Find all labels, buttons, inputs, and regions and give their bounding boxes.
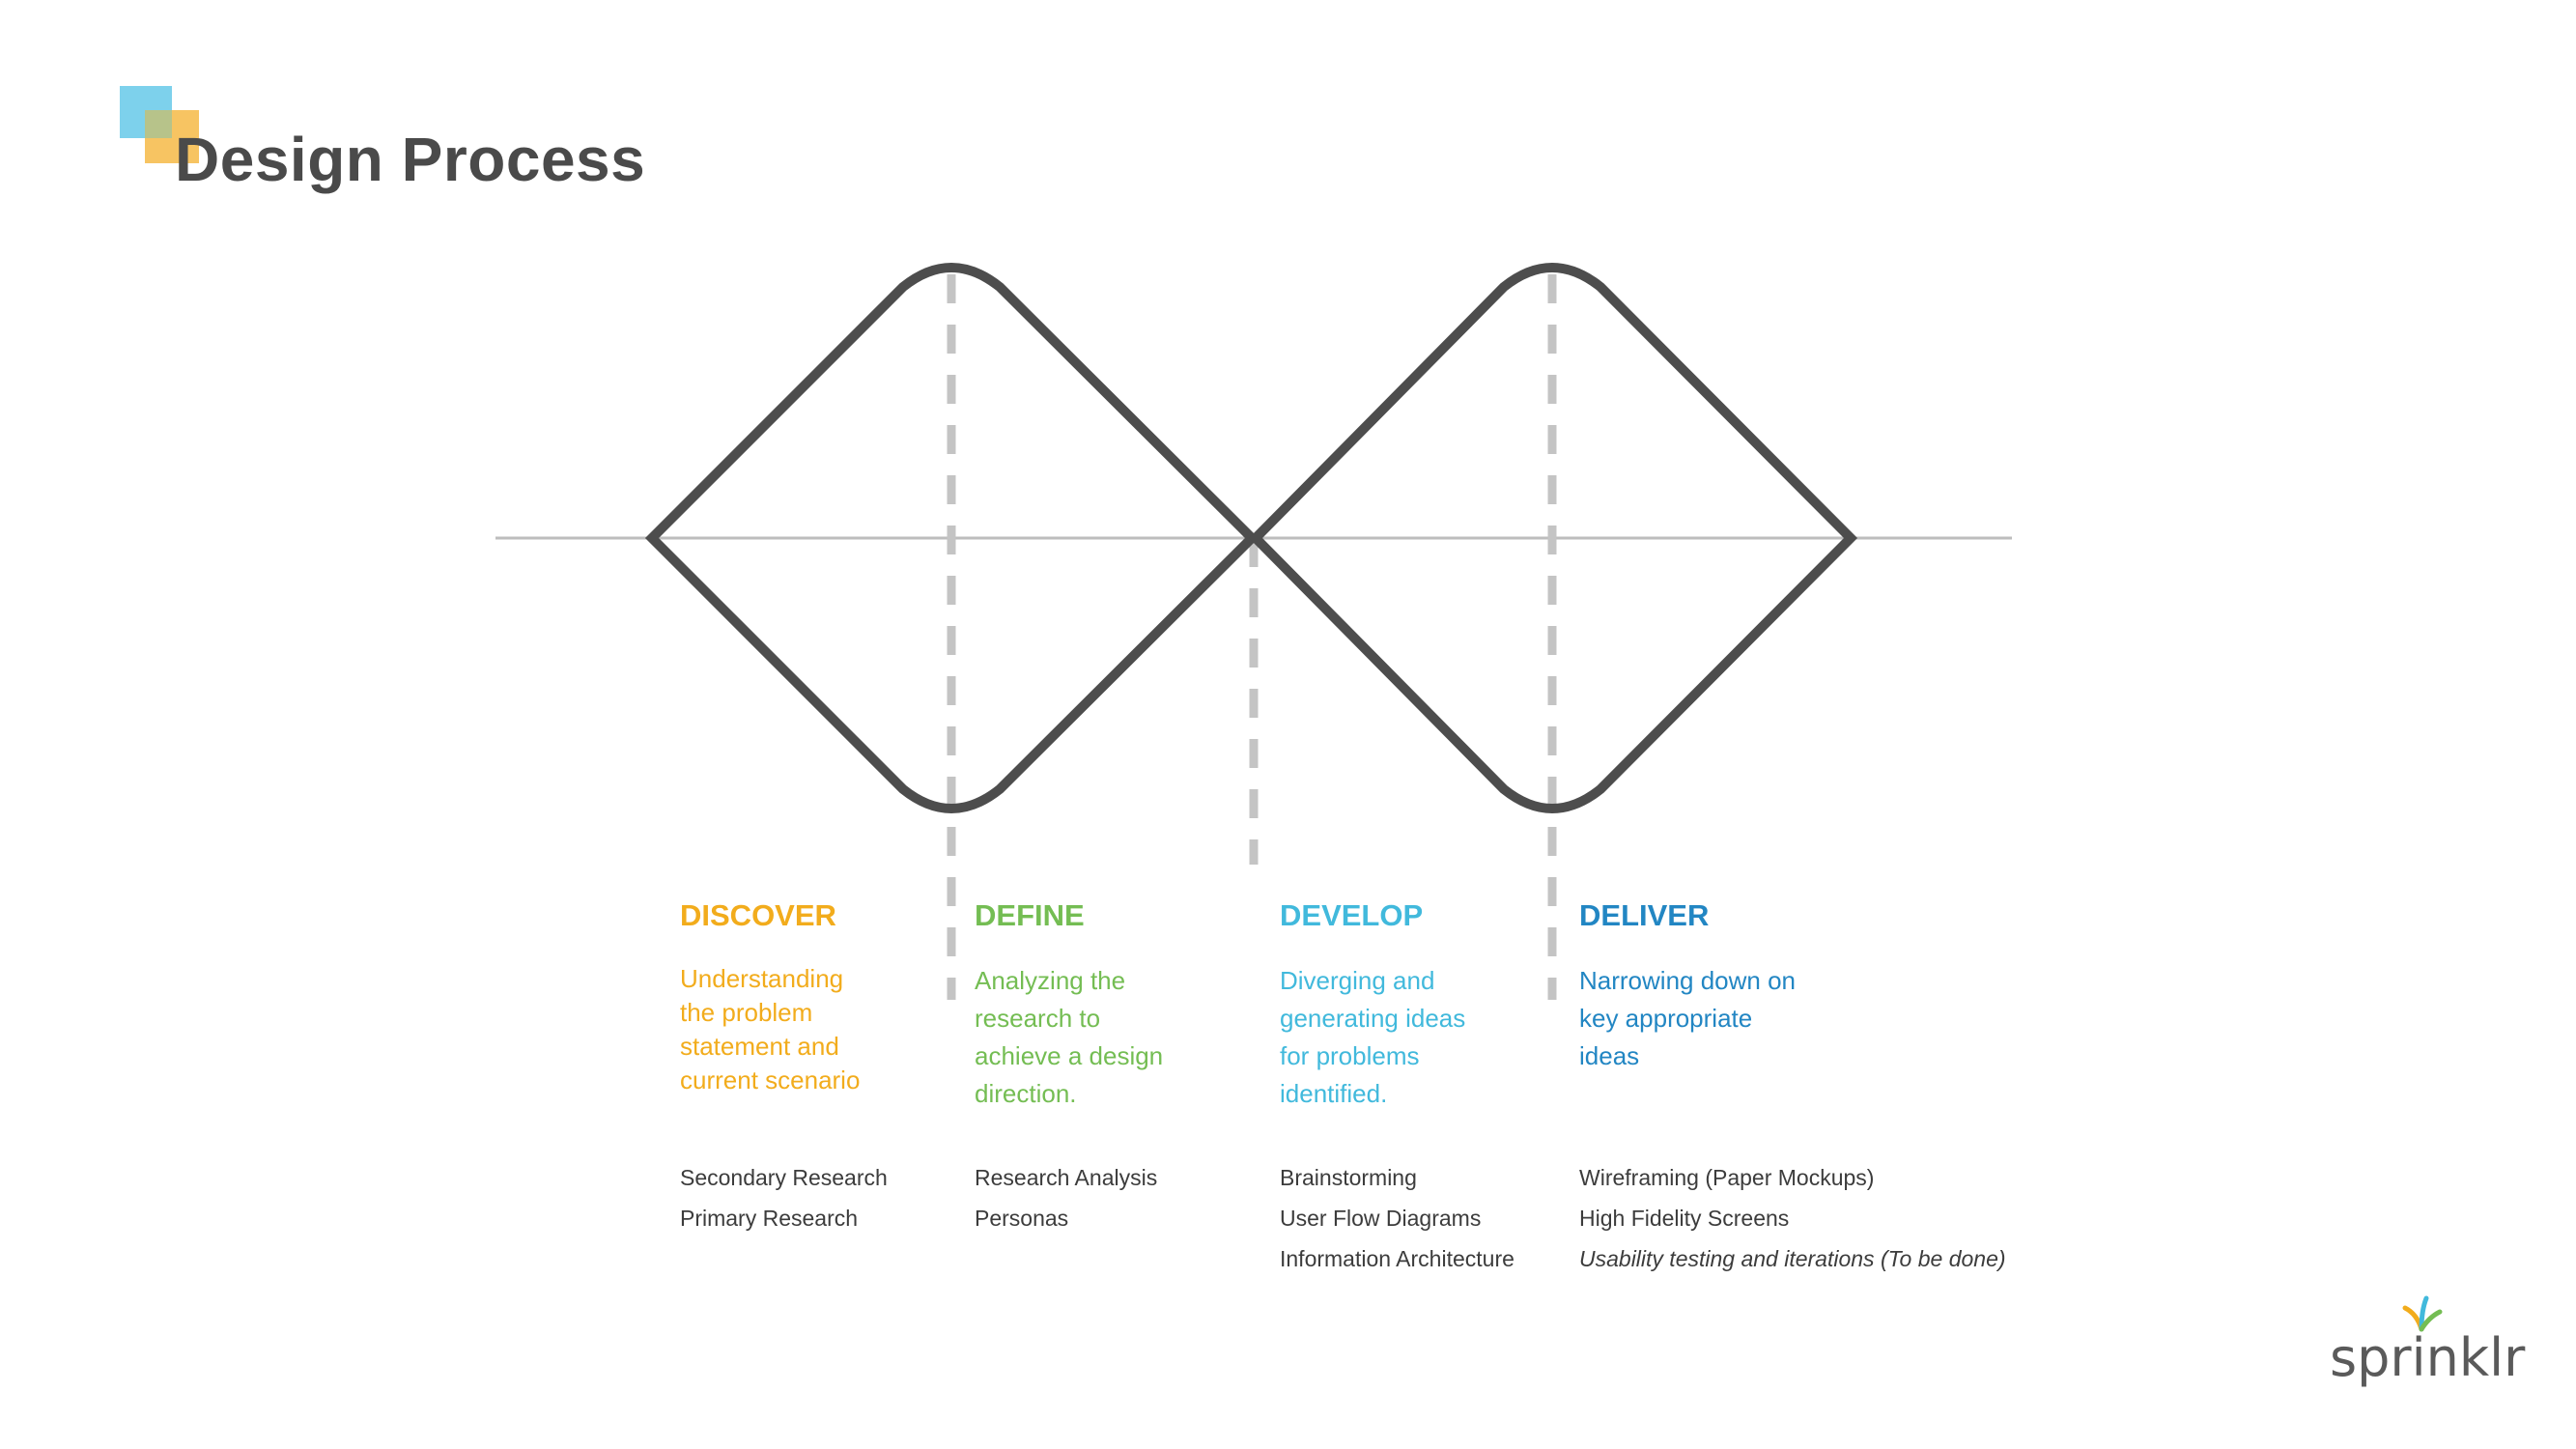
activity-item: Usability testing and iterations (To be … [1579, 1246, 2006, 1271]
phase-develop: DEVELOP Diverging and generating ideas f… [1280, 898, 1487, 1113]
page-title: Design Process [175, 125, 646, 194]
phase-develop-description: Diverging and generating ideas for probl… [1280, 966, 1466, 1108]
activity-item: High Fidelity Screens [1579, 1206, 1790, 1231]
accent-square-overlap [145, 110, 172, 138]
define-activities: Research Analysis Personas [975, 1157, 1157, 1238]
sprinklr-mark-icon [2402, 1295, 2443, 1332]
phase-deliver: DELIVER Narrowing down on key appropriat… [1579, 898, 1811, 1075]
sprinklr-logo: sprinklr [2330, 1294, 2525, 1391]
sprinklr-wordmark: sprinklr [2330, 1327, 2526, 1388]
title-accent-squares [120, 86, 199, 163]
activity-item: Research Analysis [975, 1165, 1158, 1190]
activity-item: Wireframing (Paper Mockups) [1579, 1165, 1875, 1190]
develop-activities: Brainstorming User Flow Diagrams Informa… [1280, 1157, 1514, 1279]
activity-item: User Flow Diagrams [1280, 1206, 1482, 1231]
activity-item: Secondary Research [680, 1165, 888, 1190]
activity-item: Primary Research [680, 1206, 859, 1231]
activity-item: Information Architecture [1280, 1246, 1514, 1271]
phase-deliver-description: Narrowing down on key appropriate ideas [1579, 966, 1797, 1070]
phase-discover-title: DISCOVER [680, 898, 836, 932]
activity-item: Brainstorming [1280, 1165, 1417, 1190]
deliver-activities: Wireframing (Paper Mockups) High Fidelit… [1579, 1157, 2006, 1279]
phase-deliver-title: DELIVER [1579, 898, 1710, 932]
activity-item: Personas [975, 1206, 1069, 1231]
phase-develop-title: DEVELOP [1280, 898, 1424, 932]
phase-define: DEFINE Analyzing the research to achieve… [975, 898, 1187, 1113]
discover-activities: Secondary Research Primary Research [680, 1157, 888, 1238]
phase-define-description: Analyzing the research to achieve a desi… [975, 966, 1164, 1108]
phase-discover-description: Understanding the problem statement and … [680, 964, 861, 1094]
second-diamond [1248, 263, 1858, 813]
phase-discover: DISCOVER Understanding the problem state… [680, 898, 878, 1097]
phase-define-title: DEFINE [975, 898, 1085, 932]
